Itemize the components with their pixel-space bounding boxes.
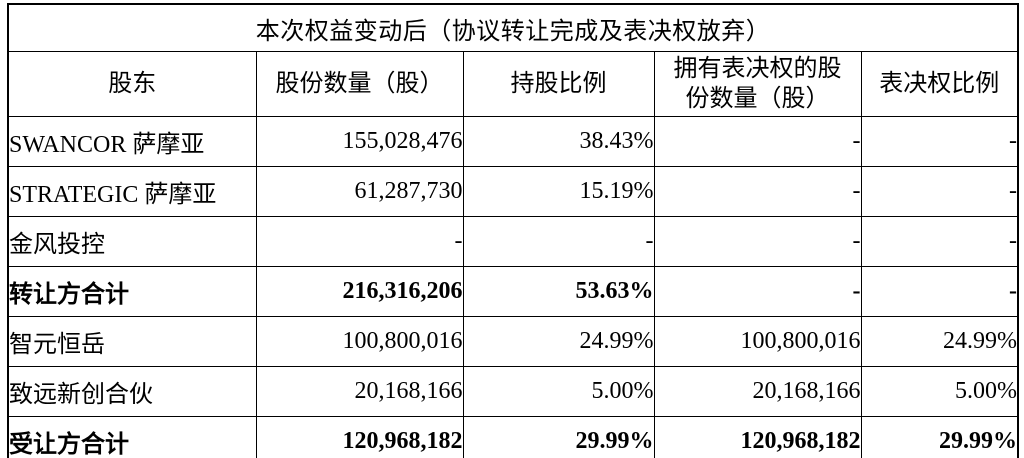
column-header-voting-share-count: 拥有表决权的股份数量（股）	[653, 51, 862, 117]
voting-shares-cell: -	[653, 266, 862, 317]
shares-cell: -	[255, 216, 464, 267]
voting-pct-cell: -	[860, 116, 1019, 167]
shareholder-name-cell: 受让方合计	[7, 416, 257, 458]
voting-shares-cell: 20,168,166	[653, 366, 862, 417]
equity-change-table: 本次权益变动后（协议转让完成及表决权放弃） 股东 股份数量（股） 持股比例 拥有…	[7, 3, 1020, 458]
shares-cell: 155,028,476	[255, 116, 464, 167]
voting-pct-cell: -	[860, 266, 1019, 317]
shares-cell: 216,316,206	[255, 266, 464, 317]
table-row: 智元恒岳 100,800,016 24.99% 100,800,016 24.9…	[7, 316, 1019, 367]
shares-cell: 20,168,166	[255, 366, 464, 417]
table-row: 致远新创合伙 20,168,166 5.00% 20,168,166 5.00%	[7, 366, 1019, 417]
table-row: 受让方合计 120,968,182 29.99% 120,968,182 29.…	[7, 416, 1019, 458]
shareholder-name-cell: STRATEGIC 萨摩亚	[7, 166, 257, 217]
voting-shares-cell: -	[653, 116, 862, 167]
shareholder-name-cell: 智元恒岳	[7, 316, 257, 367]
table-body: SWANCOR 萨摩亚 155,028,476 38.43% - - STRAT…	[7, 116, 1019, 458]
ownership-pct-cell: -	[462, 216, 655, 267]
shares-cell: 100,800,016	[255, 316, 464, 367]
table-title-row: 本次权益变动后（协议转让完成及表决权放弃）	[7, 3, 1019, 52]
column-header-voting-pct: 表决权比例	[860, 51, 1019, 117]
voting-shares-cell: 120,968,182	[653, 416, 862, 458]
shareholder-name-cell: 金风投控	[7, 216, 257, 267]
shareholder-name-cell: 致远新创合伙	[7, 366, 257, 417]
voting-pct-cell: 29.99%	[860, 416, 1019, 458]
voting-shares-cell: -	[653, 166, 862, 217]
voting-pct-cell: 5.00%	[860, 366, 1019, 417]
shares-cell: 120,968,182	[255, 416, 464, 458]
column-header-shareholder: 股东	[7, 51, 257, 117]
ownership-pct-cell: 5.00%	[462, 366, 655, 417]
ownership-pct-cell: 38.43%	[462, 116, 655, 167]
voting-pct-cell: -	[860, 166, 1019, 217]
table-row: 转让方合计 216,316,206 53.63% - -	[7, 266, 1019, 317]
table-row: STRATEGIC 萨摩亚 61,287,730 15.19% - -	[7, 166, 1019, 217]
voting-pct-cell: -	[860, 216, 1019, 267]
ownership-pct-cell: 29.99%	[462, 416, 655, 458]
table-title: 本次权益变动后（协议转让完成及表决权放弃）	[7, 3, 1019, 52]
ownership-pct-cell: 24.99%	[462, 316, 655, 367]
table-header-row: 股东 股份数量（股） 持股比例 拥有表决权的股份数量（股） 表决权比例	[7, 51, 1019, 117]
table-row: SWANCOR 萨摩亚 155,028,476 38.43% - -	[7, 116, 1019, 167]
ownership-pct-cell: 15.19%	[462, 166, 655, 217]
voting-pct-cell: 24.99%	[860, 316, 1019, 367]
shareholder-name-cell: 转让方合计	[7, 266, 257, 317]
voting-shares-cell: 100,800,016	[653, 316, 862, 367]
voting-shares-cell: -	[653, 216, 862, 267]
table-head: 本次权益变动后（协议转让完成及表决权放弃） 股东 股份数量（股） 持股比例 拥有…	[7, 3, 1019, 117]
shareholder-name-cell: SWANCOR 萨摩亚	[7, 116, 257, 167]
ownership-pct-cell: 53.63%	[462, 266, 655, 317]
shares-cell: 61,287,730	[255, 166, 464, 217]
column-header-share-count: 股份数量（股）	[255, 51, 464, 117]
table-row: 金风投控 - - - -	[7, 216, 1019, 267]
column-header-ownership-pct: 持股比例	[462, 51, 655, 117]
